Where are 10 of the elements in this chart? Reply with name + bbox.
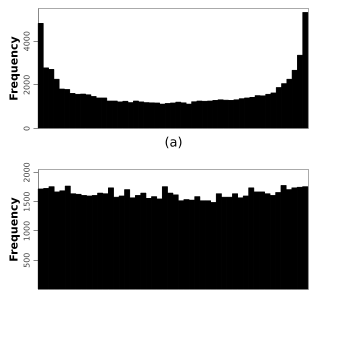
y-tick-label: 0 bbox=[22, 126, 32, 132]
x-axis-title: (a) bbox=[164, 136, 183, 150]
y-tick-label: 2000 bbox=[22, 162, 32, 183]
y-tick-label: 2000 bbox=[22, 74, 32, 96]
y-axis-title: Frequency bbox=[8, 36, 20, 101]
y-tick-label: 1500 bbox=[22, 192, 32, 212]
y-tick-label: 4000 bbox=[22, 31, 32, 52]
y-axis-title: Frequency bbox=[8, 197, 20, 262]
y-tick-label: 1000 bbox=[22, 220, 32, 242]
y-tick-label: 500 bbox=[22, 252, 32, 268]
